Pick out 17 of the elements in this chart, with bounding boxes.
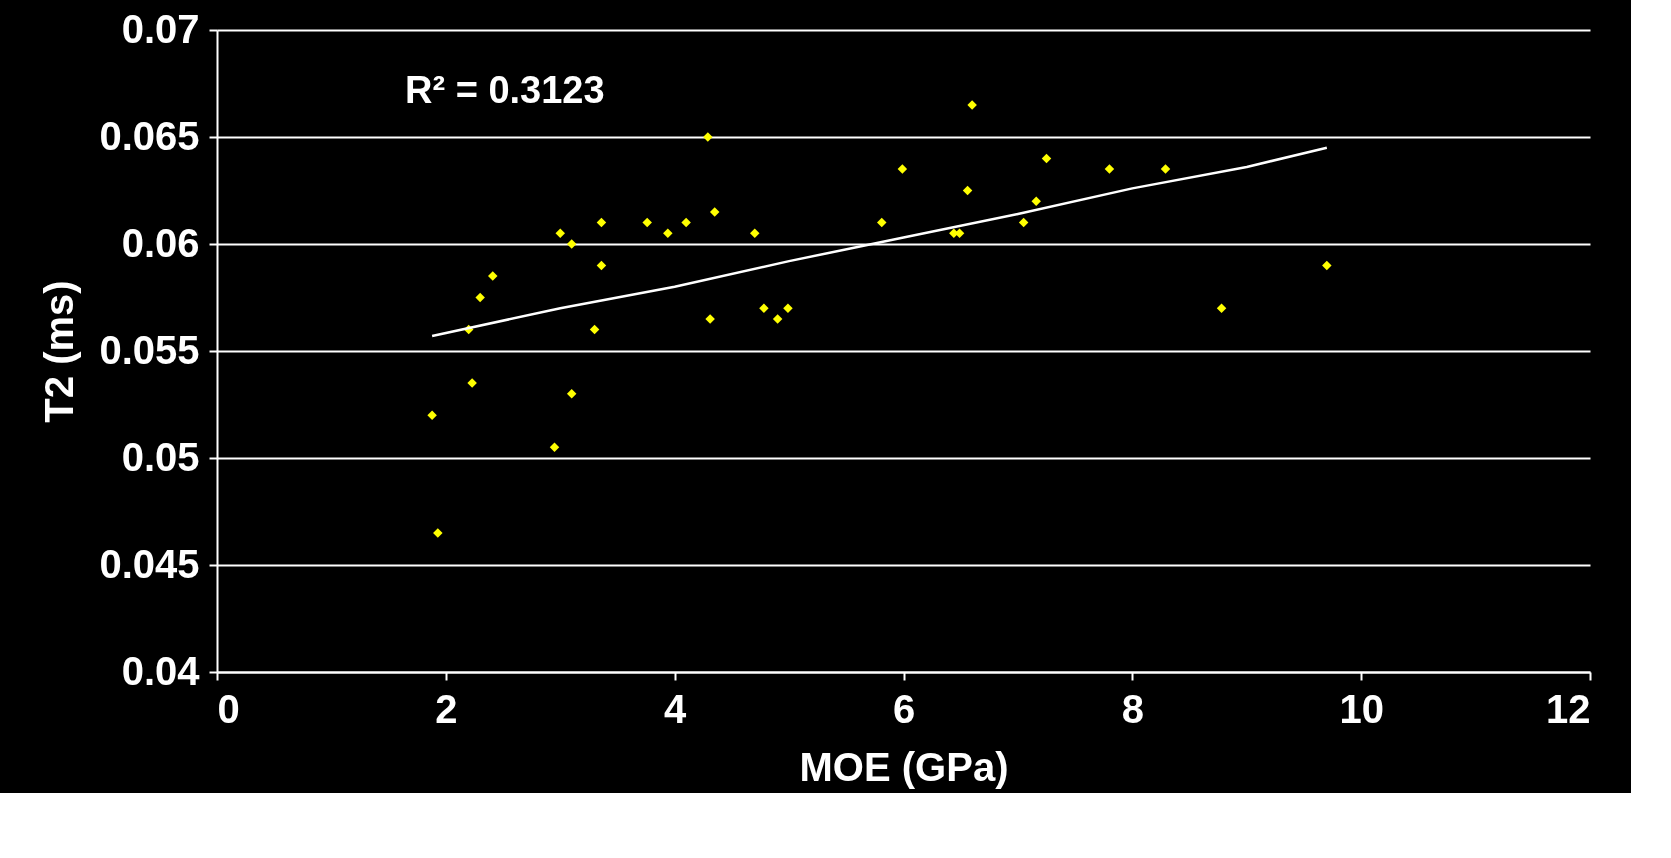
x-axis-title: MOE (GPa) — [799, 744, 1009, 789]
y-axis-title: T2 (ms) — [37, 280, 82, 423]
x-tick-label: 0 — [217, 686, 240, 731]
x-tick-label: 4 — [664, 686, 688, 731]
y-tick-label: 0.07 — [121, 6, 200, 51]
y-tick-label: 0.04 — [121, 648, 201, 693]
x-tick-label: 2 — [435, 686, 458, 731]
x-tick-label: 8 — [1121, 686, 1144, 731]
y-tick-label: 0.065 — [99, 113, 200, 158]
x-tick-label: 6 — [892, 686, 916, 731]
y-tick-label: 0.045 — [99, 541, 200, 586]
y-tick-label: 0.05 — [121, 434, 200, 479]
y-tick-label: 0.055 — [99, 327, 200, 372]
x-tick-label: 10 — [1339, 686, 1384, 731]
y-tick-label: 0.06 — [121, 220, 200, 265]
annotation: R² = 0.3123 — [405, 69, 605, 111]
x-tick-label: 12 — [1546, 686, 1591, 731]
